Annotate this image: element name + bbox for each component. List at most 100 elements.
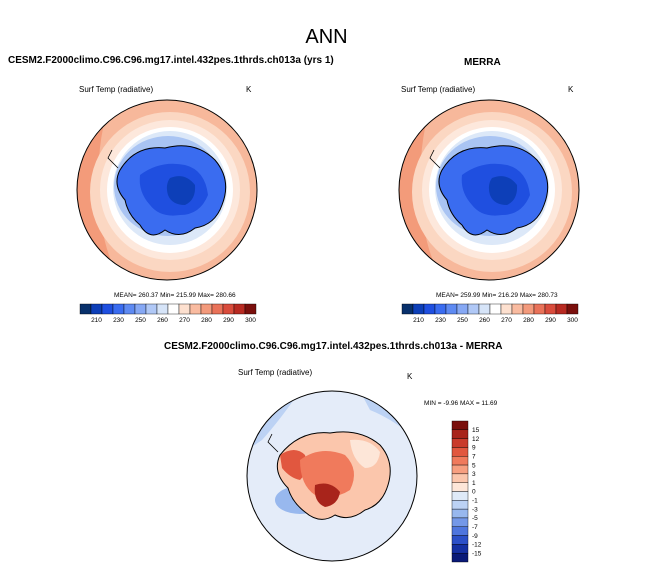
colorbar-model-swatch bbox=[178, 303, 191, 315]
colorbar-diff-swatch bbox=[451, 517, 469, 527]
polar-map-merra bbox=[399, 100, 579, 280]
colorbar-model-swatch bbox=[112, 303, 125, 315]
colorbar-diff: 15 12 97 5 3 1 0 -1-3 -5 -7 -9 -12-15 bbox=[451, 420, 482, 563]
colorbar-diff-tick-label: 9 bbox=[472, 445, 476, 452]
variable-label-model: Surf Temp (radiative) bbox=[79, 85, 154, 94]
colorbar-model-swatch bbox=[222, 303, 235, 315]
colorbar-diff-tick-label: -1 bbox=[472, 498, 478, 505]
colorbar-model-tick-label: 260 bbox=[157, 317, 168, 324]
colorbar-diff-tick-label: -5 bbox=[472, 515, 478, 522]
colorbar-diff-swatch bbox=[451, 544, 469, 554]
colorbar-merra-swatch bbox=[412, 303, 425, 315]
colorbar-model-swatch bbox=[233, 303, 246, 315]
units-label-diff: K bbox=[407, 372, 413, 381]
colorbar-merra-tick-label: 280 bbox=[523, 317, 534, 324]
colorbar-model-swatch bbox=[189, 303, 202, 315]
colorbar-model-tick-label: 230 bbox=[113, 317, 124, 324]
colorbar-merra-swatch bbox=[544, 303, 557, 315]
colorbar-merra-swatch bbox=[401, 303, 414, 315]
colorbar-diff-swatch bbox=[451, 464, 469, 475]
colorbar-diff-swatch bbox=[451, 447, 469, 457]
panel-title-merra: MERRA bbox=[464, 57, 501, 68]
stats-model: MEAN= 260.37 Min= 215.99 Max= 280.66 bbox=[114, 292, 236, 299]
colorbar-diff-tick-label: 1 bbox=[472, 480, 476, 487]
colorbar-diff-swatch bbox=[451, 552, 469, 563]
units-label-model: K bbox=[246, 85, 252, 94]
colorbar-merra-tick-label: 260 bbox=[479, 317, 490, 324]
colorbar-diff-swatch bbox=[451, 535, 469, 545]
map-border-model bbox=[76, 99, 258, 281]
colorbar-diff-tick-label: -15 bbox=[472, 550, 482, 557]
colorbar-merra-swatch bbox=[500, 303, 513, 315]
polar-map-model bbox=[77, 100, 257, 280]
colorbar-diff-tick-label: -3 bbox=[472, 506, 478, 513]
colorbar-merra-swatch bbox=[467, 303, 480, 315]
colorbar-model-swatch bbox=[90, 303, 103, 315]
colorbar-diff-swatch bbox=[451, 508, 469, 519]
colorbar-model-tick-label: 210 bbox=[91, 317, 102, 324]
colorbar-model-tick-label: 270 bbox=[179, 317, 190, 324]
colorbar-merra-tick-label: 300 bbox=[567, 317, 578, 324]
colorbar-diff-tick-label: 7 bbox=[472, 453, 476, 460]
colorbar-model-swatch bbox=[79, 303, 92, 315]
colorbar-merra-tick-label: 230 bbox=[435, 317, 446, 324]
colorbar-model-tick-label: 280 bbox=[201, 317, 212, 324]
colorbar-diff-tick-label: -7 bbox=[472, 524, 478, 531]
colorbar-model-swatch bbox=[211, 303, 224, 315]
map-border-diff bbox=[246, 390, 418, 562]
colorbar-model-swatch bbox=[200, 303, 213, 315]
colorbar-merra-swatch bbox=[555, 303, 568, 315]
colorbar-diff-swatch bbox=[451, 500, 469, 510]
colorbar-merra-swatch bbox=[456, 303, 469, 315]
colorbar-merra: 210 230 250 260 270 280 290 300 bbox=[401, 303, 579, 324]
panel-title-diff: CESM2.F2000climo.C96.C96.mg17.intel.432p… bbox=[164, 341, 503, 352]
colorbar-diff-tick-label: 12 bbox=[472, 436, 480, 443]
colorbar-model-swatch bbox=[101, 303, 114, 315]
colorbar-model-tick-label: 300 bbox=[245, 317, 256, 324]
colorbar-model-swatch bbox=[167, 303, 180, 315]
colorbar-merra-swatch bbox=[511, 303, 524, 315]
polar-map-diff bbox=[247, 391, 417, 561]
colorbar-diff-tick-label: 3 bbox=[472, 471, 476, 478]
colorbar-diff-tick-label: 5 bbox=[472, 462, 476, 469]
colorbar-merra-swatch bbox=[478, 303, 491, 315]
colorbar-merra-swatch bbox=[489, 303, 502, 315]
colorbar-merra-swatch bbox=[533, 303, 546, 315]
variable-label-diff: Surf Temp (radiative) bbox=[238, 368, 313, 377]
colorbar-merra-tick-label: 270 bbox=[501, 317, 512, 324]
colorbar-diff-tick-label: 15 bbox=[472, 427, 480, 434]
colorbar-diff-swatch bbox=[451, 456, 469, 466]
colorbar-diff-tick-label: 0 bbox=[472, 489, 476, 496]
colorbar-diff-swatch bbox=[451, 526, 469, 536]
colorbar-model-swatch bbox=[244, 303, 257, 315]
colorbar-diff-swatch bbox=[451, 429, 469, 439]
panel-title-model: CESM2.F2000climo.C96.C96.mg17.intel.432p… bbox=[8, 55, 334, 66]
colorbar-merra-tick-label: 210 bbox=[413, 317, 424, 324]
colorbar-diff-swatch bbox=[451, 491, 469, 501]
colorbar-merra-swatch bbox=[423, 303, 436, 315]
colorbar-merra-swatch bbox=[522, 303, 535, 315]
colorbar-model-tick-label: 250 bbox=[135, 317, 146, 324]
colorbar-model-swatch bbox=[123, 303, 136, 315]
colorbar-diff-swatch bbox=[451, 420, 469, 431]
colorbar-diff-tick-label: -9 bbox=[472, 533, 478, 540]
colorbar-merra-swatch bbox=[445, 303, 458, 315]
colorbar-diff-swatch bbox=[451, 482, 469, 492]
colorbar-model-swatch bbox=[156, 303, 169, 315]
colorbar-diff-tick-label: -12 bbox=[472, 542, 482, 549]
map-border-merra bbox=[398, 99, 580, 281]
colorbar-diff-swatch bbox=[451, 438, 469, 448]
figure-title: ANN bbox=[305, 26, 348, 48]
colorbar-model-swatch bbox=[134, 303, 147, 315]
variable-label-merra: Surf Temp (radiative) bbox=[401, 85, 476, 94]
stats-diff: MIN = -9.96 MAX = 11.69 bbox=[424, 400, 498, 407]
colorbar-merra-tick-label: 290 bbox=[545, 317, 556, 324]
colorbar-model: 210 230 250 260 270 280 290 300 bbox=[79, 303, 257, 324]
colorbar-merra-swatch bbox=[434, 303, 447, 315]
stats-merra: MEAN= 259.99 Min= 216.29 Max= 280.73 bbox=[436, 292, 558, 299]
colorbar-model-swatch bbox=[145, 303, 158, 315]
colorbar-merra-tick-label: 250 bbox=[457, 317, 468, 324]
colorbar-merra-swatch bbox=[566, 303, 579, 315]
units-label-merra: K bbox=[568, 85, 574, 94]
